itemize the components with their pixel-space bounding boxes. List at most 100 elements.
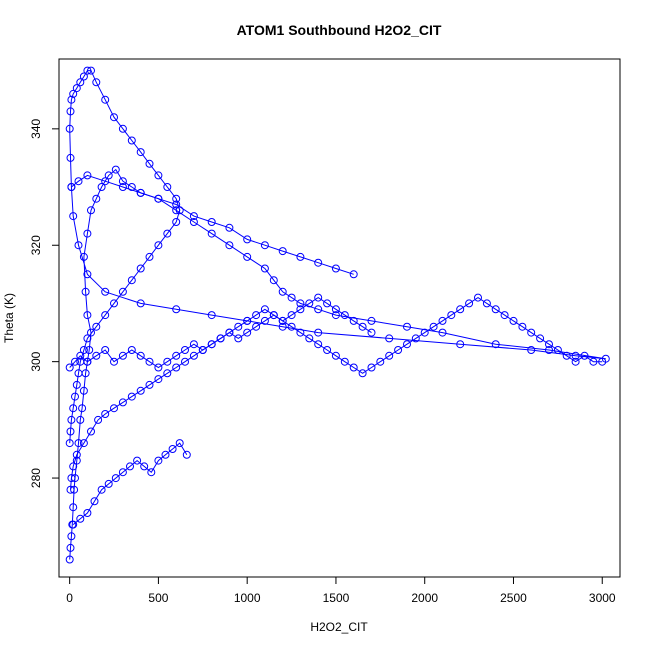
data-point <box>385 351 394 360</box>
data-point <box>65 555 74 564</box>
data-point <box>79 72 88 81</box>
data-point <box>349 316 358 325</box>
data-point <box>147 468 156 477</box>
data-point <box>126 462 134 471</box>
data-point <box>145 252 154 261</box>
data-point <box>278 316 287 325</box>
data-point <box>65 124 74 133</box>
data-point <box>74 439 83 448</box>
data-point <box>74 177 83 186</box>
data-point <box>482 299 491 308</box>
data-point <box>136 188 145 197</box>
data-point <box>181 346 189 354</box>
data-point <box>111 165 120 174</box>
data-point <box>118 183 127 191</box>
data-point <box>87 328 95 337</box>
series-line <box>72 442 188 525</box>
data-point <box>83 229 92 238</box>
data-point <box>101 177 110 186</box>
data-point <box>154 363 163 372</box>
data-point <box>181 357 189 366</box>
data-point <box>136 264 145 273</box>
data-point <box>323 346 332 354</box>
data-point <box>598 357 607 366</box>
data-point <box>83 357 92 366</box>
data-point <box>562 351 571 360</box>
data-point <box>69 520 78 529</box>
data-point <box>429 322 438 331</box>
data-point <box>154 241 163 250</box>
x-tick-label: 2000 <box>411 591 438 605</box>
data-point <box>145 357 154 366</box>
data-point <box>79 386 88 395</box>
data-point <box>287 322 296 331</box>
data-point <box>394 346 403 354</box>
y-tick-label: 340 <box>29 119 43 139</box>
data-point <box>349 270 358 279</box>
data-point <box>101 311 110 320</box>
data-point <box>331 305 340 314</box>
data-point <box>79 439 88 448</box>
x-tick-label: 1000 <box>234 591 261 605</box>
data-point <box>154 375 163 384</box>
data-point <box>269 276 278 285</box>
data-point <box>438 316 447 325</box>
data-point <box>101 287 110 296</box>
data-point <box>571 357 580 366</box>
data-point <box>66 543 75 552</box>
data-point <box>140 462 149 471</box>
data-point <box>331 264 340 273</box>
x-tick-label: 1500 <box>323 591 350 605</box>
data-point <box>518 322 527 331</box>
data-point <box>87 427 95 436</box>
data-point <box>243 316 252 325</box>
data-point <box>118 287 127 296</box>
data-point <box>278 287 287 296</box>
data-point <box>243 235 252 244</box>
data-point <box>69 462 78 471</box>
data-point <box>358 322 367 331</box>
data-point <box>207 229 216 238</box>
data-point <box>296 299 305 308</box>
data-point <box>65 439 74 448</box>
data-point <box>92 194 101 203</box>
data-point <box>92 78 101 87</box>
data-point <box>225 241 234 250</box>
data-point <box>81 287 90 296</box>
data-point <box>67 95 76 104</box>
data-point <box>90 497 99 506</box>
data-point <box>553 346 562 354</box>
data-point <box>79 252 88 261</box>
data-point <box>234 334 243 343</box>
data-point <box>580 351 589 360</box>
y-tick-label: 280 <box>29 468 43 488</box>
chart-title: ATOM1 Southbound H2O2_CIT <box>237 22 442 38</box>
data-point <box>66 107 75 116</box>
data-point <box>376 357 385 366</box>
data-point <box>456 340 465 349</box>
data-point <box>305 334 314 343</box>
data-point <box>545 346 553 354</box>
x-axis: 0 500 1000 1500 2000 2500 3000 <box>66 576 616 605</box>
data-point <box>104 479 113 488</box>
y-axis: 280 300 320 340 <box>29 119 60 488</box>
data-point <box>411 334 420 343</box>
data-point <box>252 322 261 331</box>
data-point <box>65 363 74 372</box>
data-point <box>83 171 92 180</box>
data-point <box>110 299 118 308</box>
data-point <box>207 311 216 320</box>
data-point <box>367 328 376 337</box>
data-point <box>571 351 580 360</box>
data-point <box>118 351 127 360</box>
data-point <box>331 351 340 360</box>
data-point <box>71 357 79 366</box>
data-point <box>101 346 110 354</box>
data-point <box>83 334 92 343</box>
x-tick-label: 500 <box>148 591 168 605</box>
data-point <box>76 78 85 87</box>
data-point <box>314 258 323 267</box>
data-point <box>420 328 429 337</box>
data-point <box>509 316 518 325</box>
data-point <box>252 311 261 320</box>
